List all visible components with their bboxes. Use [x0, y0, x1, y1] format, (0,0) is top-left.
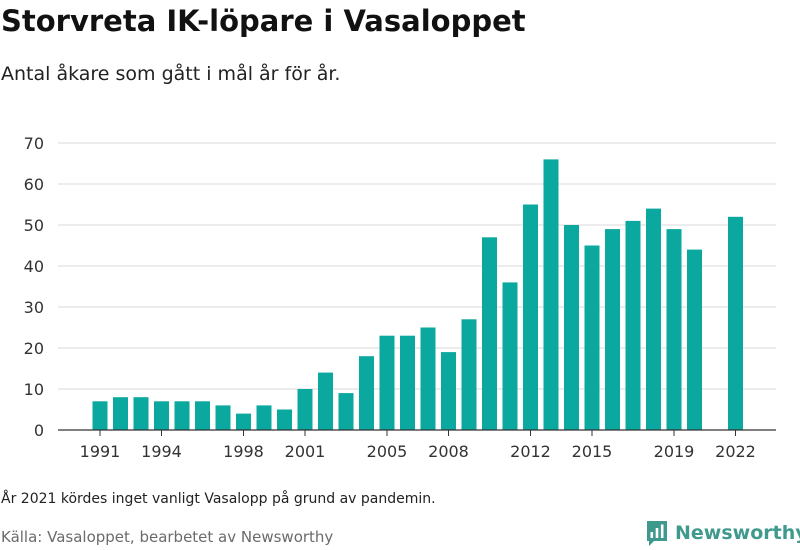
bar-2016 [605, 229, 620, 430]
bar-2002 [318, 372, 333, 430]
bar-2000 [277, 409, 292, 430]
bar-2015 [584, 245, 600, 430]
bar-2011 [502, 282, 518, 430]
bar-1996 [195, 401, 210, 430]
bar-2019 [666, 229, 682, 430]
x-tick-label: 2019 [654, 442, 695, 461]
bar-2001 [297, 389, 313, 430]
bar-2006 [400, 335, 415, 430]
y-tick-label: 70 [24, 134, 44, 153]
y-tick-label: 50 [24, 216, 44, 235]
bar-2018 [646, 208, 661, 430]
bar-1998 [236, 413, 251, 430]
bar-2009 [461, 319, 477, 430]
bar-2013 [543, 159, 559, 430]
bar-2017 [625, 220, 641, 430]
footnote: År 2021 kördes inget vanligt Vasalopp på… [1, 491, 436, 507]
bar-2012 [523, 204, 538, 430]
bar-1999 [256, 405, 272, 430]
chart-subtitle: Antal åkare som gått i mål år för år. [1, 63, 341, 85]
x-tick-label: 1994 [141, 442, 182, 461]
bar-2020 [687, 249, 702, 430]
x-tick-label: 2022 [715, 442, 756, 461]
bar-2010 [482, 237, 497, 430]
y-tick-label: 40 [24, 257, 44, 276]
x-tick-label: 2008 [428, 442, 469, 461]
x-tick-label: 2005 [367, 442, 408, 461]
y-tick-label: 20 [24, 339, 44, 358]
bars [92, 159, 743, 430]
x-tick-label: 2001 [285, 442, 326, 461]
y-tick-label: 10 [24, 380, 44, 399]
bar-2008 [441, 352, 456, 430]
bar-2014 [564, 225, 579, 430]
bar-1991 [92, 401, 108, 430]
brand-name: Newsworthy [675, 522, 800, 544]
bar-chart: 0 10 20 30 40 50 60 70 1991 1994 1998 2001 2005 2008… [24, 134, 776, 461]
y-tick-label: 30 [24, 298, 44, 317]
x-tick-label: 1991 [80, 442, 121, 461]
bar-2007 [420, 327, 436, 430]
x-tick-label: 2012 [510, 442, 551, 461]
bar-1995 [174, 401, 190, 430]
x-axis-ticks: 1991 1994 1998 2001 2005 2008 2012 2015 2019 2022 [80, 430, 756, 461]
bar-1993 [133, 397, 149, 430]
bar-2004 [359, 356, 374, 430]
source-text: Källa: Vasaloppet, bearbetet av Newswort… [1, 528, 334, 546]
newsworthy-chart-logo-icon [647, 521, 667, 546]
bar-2005 [379, 335, 395, 430]
bar-1997 [215, 405, 231, 430]
y-axis-ticks: 0 10 20 30 40 50 60 70 [24, 134, 44, 440]
bar-2003 [338, 393, 354, 430]
bar-1994 [154, 401, 169, 430]
chart-title: Storvreta IK-löpare i Vasaloppet [1, 4, 526, 38]
bar-2022 [728, 216, 743, 430]
x-tick-label: 1998 [223, 442, 264, 461]
y-tick-label: 60 [24, 175, 44, 194]
bar-1992 [113, 397, 128, 430]
y-tick-label: 0 [34, 421, 44, 440]
newsworthy-brand: Newsworthy [645, 519, 800, 547]
x-tick-label: 2015 [572, 442, 613, 461]
